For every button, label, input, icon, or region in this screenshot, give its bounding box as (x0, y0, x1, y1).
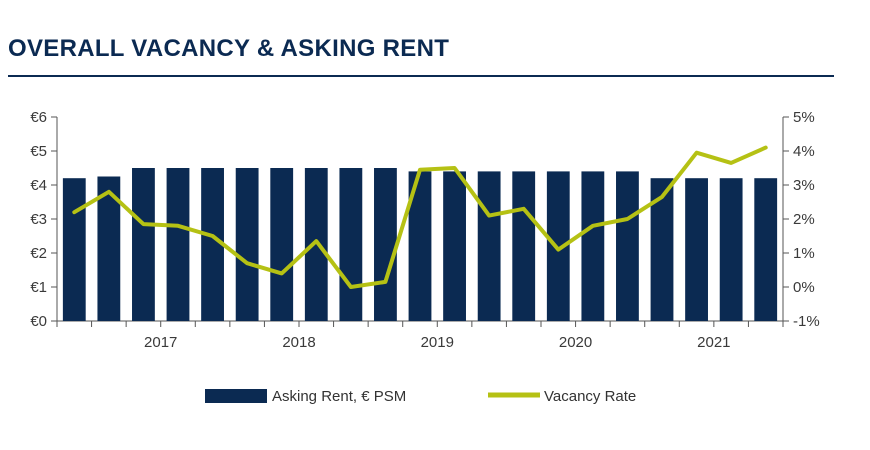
bar-asking-rent (512, 171, 536, 321)
bar-asking-rent (477, 171, 501, 321)
y-right-tick-label: 2% (793, 211, 815, 228)
bar-asking-rent (97, 176, 121, 321)
bar-asking-rent (754, 178, 778, 321)
bar-asking-rent (408, 171, 432, 321)
legend-label-rent: Asking Rent, € PSM (272, 388, 406, 405)
y-left-tick-label: €5 (30, 143, 47, 160)
bar-asking-rent (270, 168, 294, 321)
bar-asking-rent (443, 171, 466, 321)
y-left-tick-label: €2 (30, 245, 47, 262)
y-left-tick-label: €0 (30, 313, 47, 330)
bar-asking-rent (719, 178, 743, 321)
x-tick-label: 2019 (421, 334, 454, 351)
x-tick-label: 2018 (282, 334, 315, 351)
bar-asking-rent (62, 178, 86, 321)
x-tick-label: 2017 (144, 334, 177, 351)
y-right-tick-label: -1% (793, 313, 820, 330)
legend-label-vacancy: Vacancy Rate (544, 388, 636, 405)
bar-asking-rent (546, 171, 570, 321)
y-left-tick-label: €4 (30, 177, 47, 194)
bar-asking-rent (166, 168, 190, 321)
y-left-tick-label: €1 (30, 279, 47, 296)
x-tick-label: 2020 (559, 334, 592, 351)
y-right-tick-label: 0% (793, 279, 815, 296)
legend-swatch-rent (205, 389, 267, 403)
bar-asking-rent (132, 168, 155, 321)
bar-asking-rent (616, 171, 639, 321)
bar-asking-rent (235, 168, 259, 321)
line-series (72, 145, 768, 289)
bar-asking-rent (201, 168, 224, 321)
bar-asking-rent (650, 178, 674, 321)
bar-asking-rent (374, 168, 397, 321)
bar-asking-rent (685, 178, 708, 321)
bar-asking-rent (304, 168, 328, 321)
page-title: OVERALL VACANCY & ASKING RENT (8, 35, 450, 62)
bar-series (62, 168, 778, 321)
y-right-tick-label: 1% (793, 245, 815, 262)
x-tick-label: 2021 (697, 334, 730, 351)
y-right-tick-label: 5% (793, 109, 815, 126)
chart-legend: Asking Rent, € PSM Vacancy Rate (205, 388, 636, 405)
y-left-tick-label: €6 (30, 109, 47, 126)
y-left-tick-label: €3 (30, 211, 47, 228)
y-right-tick-label: 3% (793, 177, 815, 194)
title-divider (8, 75, 834, 77)
y-right-tick-label: 4% (793, 143, 815, 160)
bar-asking-rent (339, 168, 363, 321)
bar-asking-rent (581, 171, 605, 321)
